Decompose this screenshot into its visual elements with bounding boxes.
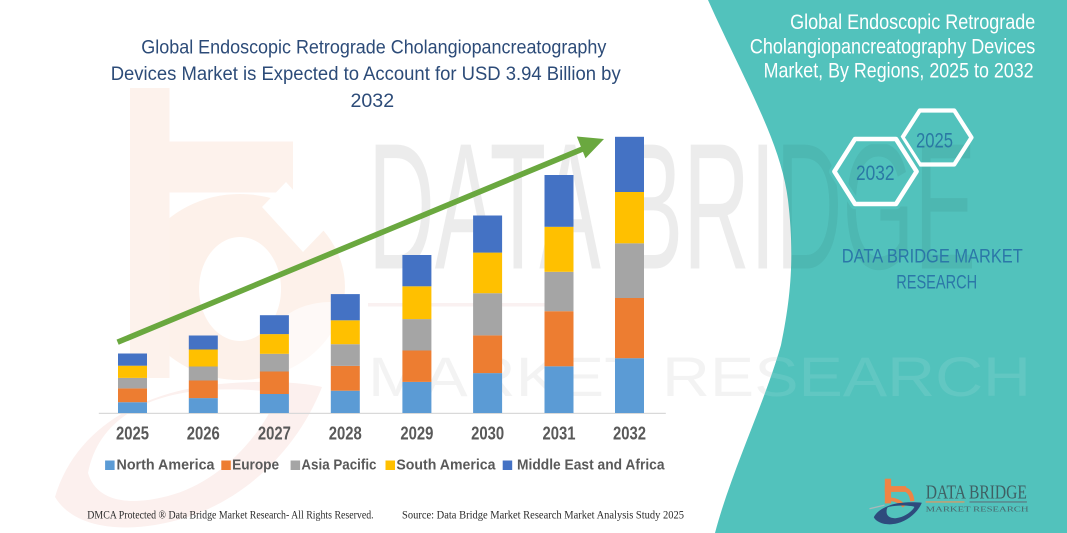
svg-text:2032: 2032 xyxy=(856,162,895,185)
svg-text:2029: 2029 xyxy=(400,423,433,443)
svg-text:2032: 2032 xyxy=(613,423,646,443)
svg-text:Asia Pacific: Asia Pacific xyxy=(301,458,376,474)
svg-text:Cholangiopancreatography Devic: Cholangiopancreatography Devices xyxy=(750,35,1035,58)
svg-text:Global Endoscopic Retrograde: Global Endoscopic Retrograde xyxy=(790,11,1035,34)
svg-text:Europe: Europe xyxy=(232,458,279,474)
svg-text:Source: Data Bridge Market Res: Source: Data Bridge Market Research Mark… xyxy=(402,507,684,521)
svg-text:2025: 2025 xyxy=(116,423,149,443)
svg-text:Middle East and Africa: Middle East and Africa xyxy=(517,458,665,474)
svg-text:2025: 2025 xyxy=(916,129,953,152)
svg-text:DATA BRIDGE MARKET: DATA BRIDGE MARKET xyxy=(842,246,1023,268)
svg-text:North America: North America xyxy=(117,458,216,474)
svg-text:2028: 2028 xyxy=(329,423,362,443)
svg-text:RESEARCH: RESEARCH xyxy=(896,271,977,293)
svg-text:2032: 2032 xyxy=(351,91,395,112)
svg-text:Market, By Regions, 2025 to 20: Market, By Regions, 2025 to 2032 xyxy=(764,59,1034,82)
svg-text:2027: 2027 xyxy=(258,423,291,443)
svg-text:2030: 2030 xyxy=(471,423,504,443)
svg-text:Devices Market is Expected to: Devices Market is Expected to Account fo… xyxy=(111,64,621,85)
svg-text:MARKET RESEARCH: MARKET RESEARCH xyxy=(926,505,1030,514)
svg-text:South America: South America xyxy=(396,458,496,474)
svg-text:Global Endoscopic Retrograde C: Global Endoscopic Retrograde Cholangiopa… xyxy=(141,38,606,59)
svg-text:2026: 2026 xyxy=(187,423,220,443)
svg-text:DMCA Protected ® Data Bridge M: DMCA Protected ® Data Bridge Market Rese… xyxy=(87,507,373,521)
svg-text:DATA BRIDGE: DATA BRIDGE xyxy=(926,482,1027,504)
svg-text:2031: 2031 xyxy=(543,423,576,443)
